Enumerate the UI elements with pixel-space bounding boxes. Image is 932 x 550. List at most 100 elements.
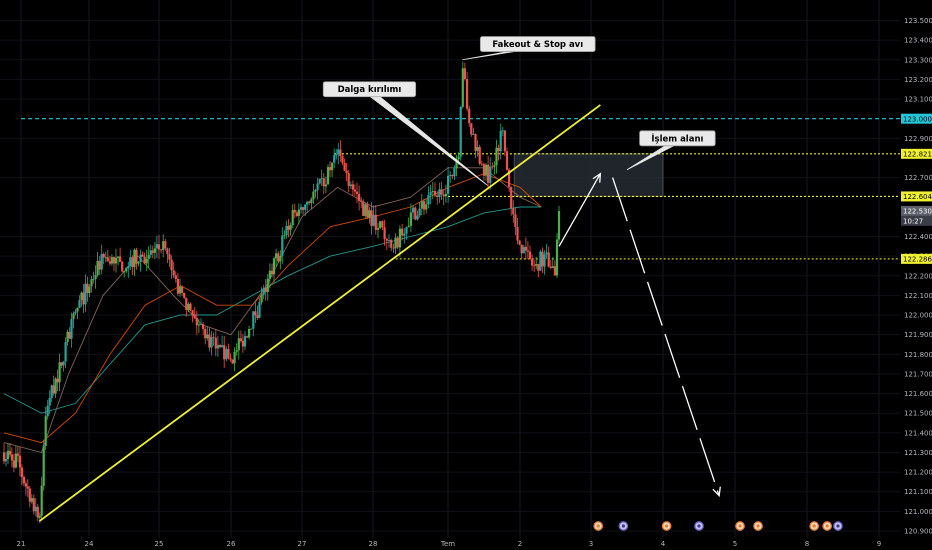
candle-body-155: [320, 178, 323, 180]
x-tick-label-7: 2: [518, 540, 522, 548]
annotation-1[interactable]: Dalga kırılımı: [322, 81, 488, 186]
candle-body-69: [141, 254, 144, 257]
event-marker-icon-2[interactable]: [661, 521, 672, 531]
candle-body-128: [264, 287, 267, 293]
x-tick-label-10: 5: [733, 540, 737, 548]
candle-body-201: [418, 208, 421, 216]
candle-body-44: [90, 279, 93, 287]
candle-body-245: [512, 208, 515, 215]
candle-body-134: [277, 253, 280, 262]
event-marker-icon-5[interactable]: [753, 521, 763, 531]
candle-body-87: [178, 286, 182, 294]
price-badge-label-3: 122.530: [903, 208, 932, 216]
candle-body-187: [387, 240, 391, 241]
y-tick-label-20: 121.100: [904, 488, 932, 496]
candle-body-249: [520, 244, 523, 254]
event-marker-icon-1[interactable]: [618, 521, 629, 531]
price-badge-bg-5: [901, 253, 932, 264]
candle-body-256: [535, 264, 538, 266]
candle-body-193: [401, 228, 404, 236]
candle-body-190: [394, 237, 397, 249]
candle-body-163: [337, 149, 340, 155]
candle-body-107: [221, 345, 224, 348]
candle-body-73: [149, 250, 152, 255]
candle-body-124: [256, 315, 259, 318]
candle-body-118: [243, 336, 247, 347]
candle-body-24: [50, 385, 53, 398]
event-marker-icon-7[interactable]: [822, 521, 833, 531]
event-marker-icon-6[interactable]: [809, 521, 820, 531]
candle-body-185: [383, 227, 386, 239]
candle-body-84: [172, 270, 175, 276]
candle-body-153: [316, 183, 319, 190]
candle-body-218: [455, 159, 458, 169]
candle-body-254: [531, 259, 534, 266]
price-badge-4: 10:27: [901, 215, 932, 226]
candle-body-43: [88, 286, 91, 294]
candle-body-15: [32, 498, 35, 512]
y-tick-label-17: 121.400: [904, 429, 932, 437]
event-marker-icon-0[interactable]: [593, 521, 604, 531]
annotation-2[interactable]: İşlem alanı: [626, 130, 716, 171]
x-tick-label-3: 26: [227, 540, 236, 548]
candle-body-53: [108, 261, 111, 264]
candle-body-183: [379, 221, 382, 228]
price-badge-label-5: 122.286: [903, 255, 932, 263]
candle-body-60: [123, 271, 126, 272]
candle-body-132: [272, 258, 276, 275]
price-badge-bg-2: [901, 191, 932, 202]
candle-body-149: [308, 201, 311, 203]
candle-body-23: [48, 398, 51, 406]
candle-body-228: [476, 147, 479, 151]
event-marker-icon-4[interactable]: [735, 521, 745, 531]
projection-arrowhead-0: [592, 172, 602, 183]
candle-body-154: [318, 178, 321, 184]
candle-body-261: [545, 252, 548, 255]
candle-body-238: [497, 147, 500, 152]
candle-body-216: [451, 175, 454, 177]
candle-body-80: [164, 241, 167, 249]
candle-body-237: [495, 147, 498, 166]
candle-body-230: [480, 163, 483, 165]
candle-body-213: [444, 193, 447, 197]
annotations[interactable]: Fakeout & Stop avı Dalga kırılımı İşlem al…: [322, 36, 716, 186]
candle-body-226: [472, 134, 475, 135]
candle-body-219: [457, 156, 460, 160]
candle-body-36: [74, 311, 77, 314]
candle-body-240: [501, 130, 504, 132]
candle-body-116: [239, 338, 242, 341]
y-tick-label-21: 121.000: [904, 508, 932, 516]
candle-body-235: [491, 166, 494, 168]
candle-body-195: [405, 227, 408, 234]
candle-body-59: [121, 261, 124, 272]
event-markers[interactable]: [593, 521, 843, 531]
annotation-0[interactable]: Fakeout & Stop avı: [462, 36, 596, 61]
candle-body-119: [246, 336, 249, 338]
candle-body-65: [133, 249, 136, 267]
candle-body-12: [26, 486, 29, 489]
candle-body-166: [343, 162, 346, 171]
annotation-text-0: Fakeout & Stop avı: [492, 40, 583, 50]
candle-body-198: [412, 207, 415, 213]
event-marker-icon-3[interactable]: [694, 521, 704, 531]
y-tick-label-1: 123.400: [904, 37, 932, 45]
candle-body-2: [6, 450, 10, 459]
x-axis[interactable]: 21 24 25 26 27 28 Tem 2 3 4 5 8 9: [17, 540, 882, 548]
candle-body-39: [80, 292, 83, 300]
candle-body-41: [84, 283, 87, 305]
grid: [0, 0, 900, 538]
candle-body-127: [262, 287, 265, 295]
candle-body-61: [125, 268, 128, 272]
candle-body-45: [92, 279, 95, 280]
candle-body-67: [137, 261, 140, 264]
candle-body-167: [345, 170, 348, 174]
event-marker-icon-8[interactable]: [833, 521, 843, 531]
candle-body-22: [46, 405, 49, 417]
candle-body-27: [56, 378, 59, 383]
candle-body-242: [505, 151, 509, 170]
candle-body-248: [518, 240, 521, 245]
candle-body-222: [463, 68, 466, 79]
trendline[interactable]: [38, 104, 601, 522]
candle-body-51: [104, 257, 107, 259]
